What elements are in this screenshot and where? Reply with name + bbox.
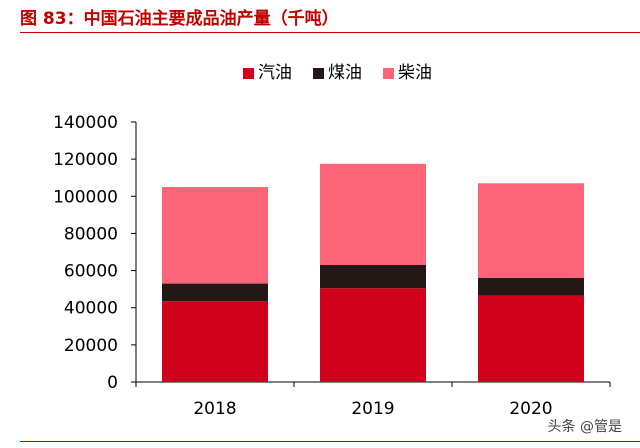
legend-swatch [313, 68, 324, 79]
x-tick-label: 2020 [509, 399, 552, 419]
bar-segment [478, 183, 584, 278]
bar-segment [162, 187, 268, 284]
legend-swatch [383, 68, 394, 79]
legend-label: 汽油 [258, 63, 292, 83]
y-tick-label: 0 [107, 373, 118, 393]
bar-segment [478, 278, 584, 296]
x-tick-label: 2018 [193, 399, 236, 419]
bar-segment [320, 288, 426, 382]
bar-segment [320, 265, 426, 289]
y-tick-label: 120000 [53, 150, 118, 170]
x-axis: 2018 2019 2020 [135, 381, 611, 419]
bar-segment [162, 301, 268, 382]
y-tick-label: 100000 [53, 187, 118, 207]
y-tick-label: 60000 [64, 262, 118, 282]
y-tick-label: 140000 [53, 113, 118, 133]
y-axis: 0 20000 40000 60000 80000 100000 120000 140000 [53, 113, 137, 393]
bars [162, 163, 584, 382]
watermark: 头条 @管是 [547, 419, 622, 435]
y-tick-label: 80000 [64, 224, 118, 244]
legend-label: 柴油 [398, 63, 432, 83]
bar-segment [320, 163, 426, 265]
chart-legend: 汽油 煤油 柴油 [243, 63, 432, 83]
footer-divider [20, 441, 640, 442]
figure-title: 图 83：中国石油主要成品油产量（千吨） [20, 9, 339, 29]
legend-label: 煤油 [328, 63, 362, 83]
bar-segment [478, 295, 584, 382]
y-tick-label: 40000 [64, 299, 118, 319]
y-tick-label: 20000 [64, 336, 118, 356]
bar-segment [162, 283, 268, 302]
title-divider [20, 32, 640, 33]
legend-swatch [243, 68, 254, 79]
x-tick-label: 2019 [351, 399, 394, 419]
